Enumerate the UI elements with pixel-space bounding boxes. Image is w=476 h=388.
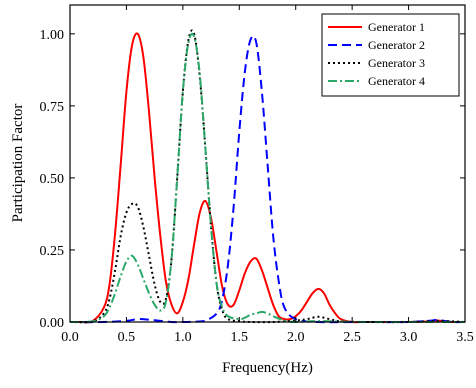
y-tick-label: 1.00 bbox=[40, 28, 65, 43]
series-line-1 bbox=[69, 32, 466, 324]
x-tick-label: 3.5 bbox=[456, 330, 474, 345]
plot-frame bbox=[69, 4, 466, 323]
y-tick-label: 0.25 bbox=[40, 244, 65, 259]
y-tick-label: 0.75 bbox=[40, 100, 65, 115]
y-tick-label: 0.50 bbox=[40, 172, 65, 187]
legend-label-3: Generator 3 bbox=[368, 56, 425, 70]
series-line-4 bbox=[69, 32, 465, 324]
series-line-3 bbox=[69, 29, 466, 324]
legend-label-2: Generator 2 bbox=[368, 38, 425, 52]
x-tick-label: 0.5 bbox=[118, 330, 136, 345]
x-axis-label: Frequency(Hz) bbox=[222, 360, 313, 376]
x-tick-label: 3.0 bbox=[400, 330, 418, 345]
legend: Generator 1 Generator 2 Generator 3 Generat… bbox=[321, 13, 460, 97]
x-tick-label: 2.5 bbox=[343, 330, 361, 345]
x-tick-label: 1.0 bbox=[174, 330, 192, 345]
y-axis-label: Participation Factor bbox=[10, 104, 26, 223]
x-tick-label: 1.5 bbox=[231, 330, 249, 345]
ticks-layer: 0.0 0.5 1.0 1.5 2.0 2.5 3.0 3.5 0.00 0.25 0.50 0.75… bbox=[40, 5, 474, 345]
x-tick-label: 2.0 bbox=[287, 330, 305, 345]
x-tick-label: 0.0 bbox=[61, 330, 79, 345]
legend-label-1: Generator 1 bbox=[368, 20, 425, 34]
legend-label-4: Generator 4 bbox=[368, 74, 425, 88]
y-tick-label: 0.00 bbox=[40, 316, 65, 331]
